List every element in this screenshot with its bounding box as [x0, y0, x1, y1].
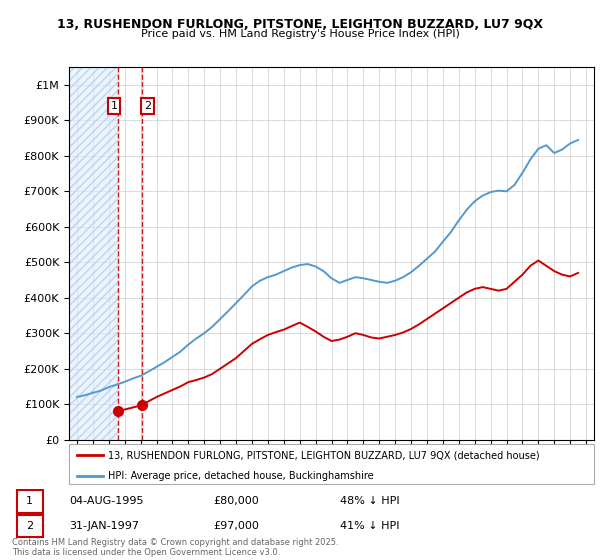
Text: 1: 1: [110, 101, 118, 111]
FancyBboxPatch shape: [17, 515, 43, 537]
Text: 48% ↓ HPI: 48% ↓ HPI: [340, 496, 400, 506]
Text: 2: 2: [26, 521, 33, 531]
Text: 13, RUSHENDON FURLONG, PITSTONE, LEIGHTON BUZZARD, LU7 9QX: 13, RUSHENDON FURLONG, PITSTONE, LEIGHTO…: [57, 18, 543, 31]
Bar: [69, 67, 118, 440]
Text: 2: 2: [144, 101, 151, 111]
FancyBboxPatch shape: [69, 444, 594, 484]
Text: £97,000: £97,000: [214, 521, 259, 531]
Text: Price paid vs. HM Land Registry's House Price Index (HPI): Price paid vs. HM Land Registry's House …: [140, 29, 460, 39]
Text: HPI: Average price, detached house, Buckinghamshire: HPI: Average price, detached house, Buck…: [109, 470, 374, 480]
Text: 31-JAN-1997: 31-JAN-1997: [70, 521, 140, 531]
Text: £80,000: £80,000: [214, 496, 259, 506]
Text: 04-AUG-1995: 04-AUG-1995: [70, 496, 144, 506]
Text: 13, RUSHENDON FURLONG, PITSTONE, LEIGHTON BUZZARD, LU7 9QX (detached house): 13, RUSHENDON FURLONG, PITSTONE, LEIGHTO…: [109, 450, 540, 460]
FancyBboxPatch shape: [17, 490, 43, 512]
Text: 41% ↓ HPI: 41% ↓ HPI: [340, 521, 400, 531]
Text: Contains HM Land Registry data © Crown copyright and database right 2025.
This d: Contains HM Land Registry data © Crown c…: [12, 538, 338, 557]
Text: 1: 1: [26, 496, 33, 506]
